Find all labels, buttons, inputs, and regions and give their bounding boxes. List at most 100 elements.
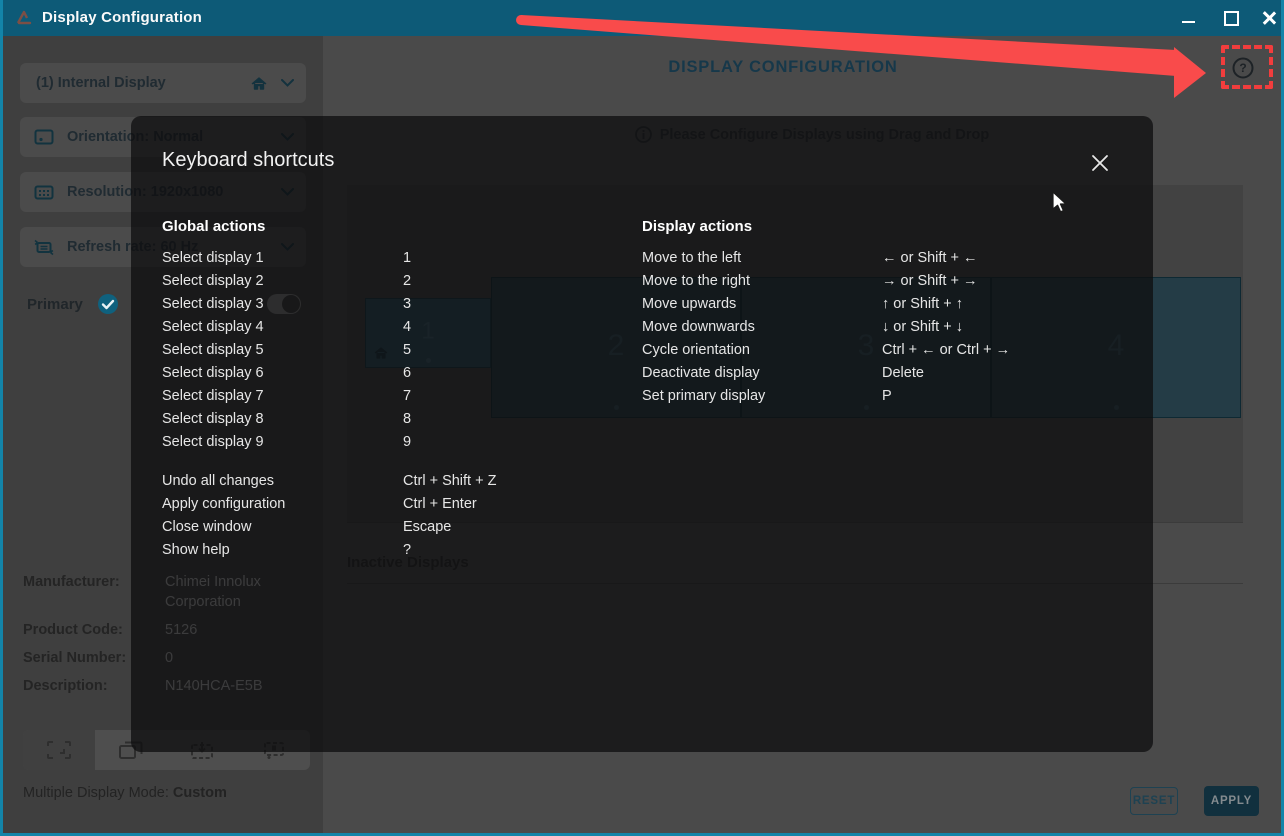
mode-custom-button[interactable] — [23, 730, 95, 770]
shortcut-action: Undo all changes — [162, 473, 275, 489]
shortcut-row: Cycle orientation Ctrl + ← or Ctrl + → — [642, 339, 1010, 362]
shortcut-action: Move to the left — [642, 250, 742, 266]
help-icon: ? — [1232, 57, 1254, 79]
primary-check-icon — [97, 294, 118, 314]
dialog-title: Keyboard shortcuts — [162, 149, 335, 171]
display-mode-text: Multiple Display Mode: — [23, 785, 173, 801]
shortcut-action: Cycle orientation — [642, 342, 750, 358]
shortcut-row: Deactivate display Delete — [642, 362, 1010, 385]
custom-mode-icon — [46, 741, 71, 759]
shortcut-key: ← or Shift + ← — [882, 250, 978, 266]
shortcut-row: Move upwards ↑ or Shift + ↑ — [642, 293, 1010, 316]
shortcut-row: Select display 1 1 — [162, 247, 496, 270]
shortcut-row: Select display 4 4 — [162, 316, 496, 339]
shortcut-key: Ctrl + Shift + Z — [403, 473, 497, 489]
shortcut-row: Select display 3 3 — [162, 293, 496, 316]
info-label: Serial Number: — [23, 650, 127, 666]
app-logo-icon — [16, 10, 32, 25]
global-actions-list: Select display 1 1 Select display 2 2 Se… — [162, 247, 496, 562]
shortcut-action: Show help — [162, 542, 230, 558]
help-button[interactable]: ? — [1232, 57, 1254, 79]
display-selector-label: (1) Internal Display — [36, 75, 166, 91]
shortcut-action: Select display 1 — [162, 250, 264, 266]
shortcut-key: → or Shift + → — [882, 273, 978, 289]
shortcut-row: Set primary display P — [642, 385, 1010, 408]
reset-button[interactable]: RESET — [1130, 787, 1178, 815]
svg-text:?: ? — [1239, 61, 1246, 75]
display-actions-list: Move to the left ← or Shift + ← Move to … — [642, 247, 1010, 408]
shortcut-row: Apply configuration Ctrl + Enter — [162, 493, 496, 516]
maximize-button[interactable] — [1214, 0, 1248, 36]
global-actions-column: Global actions Select display 1 1 Select… — [162, 216, 496, 562]
minimize-icon — [1181, 20, 1195, 24]
shortcut-key: Escape — [403, 519, 452, 535]
dialog-close-button[interactable] — [1091, 154, 1115, 178]
display-selector-dropdown[interactable]: (1) Internal Display — [20, 63, 306, 103]
shortcut-key: ↓ or Shift + ↓ — [882, 319, 963, 335]
shortcut-key: 4 — [403, 319, 412, 335]
shortcut-action: Select display 7 — [162, 388, 264, 404]
chevron-down-icon — [281, 79, 294, 87]
shortcut-action: Move downwards — [642, 319, 755, 335]
shortcut-row: Select display 8 8 — [162, 408, 496, 431]
shortcut-row: Select display 5 5 — [162, 339, 496, 362]
shortcut-key: P — [882, 388, 892, 404]
shortcut-action: Select display 4 — [162, 319, 264, 335]
shortcut-row: Undo all changes Ctrl + Shift + Z — [162, 470, 496, 493]
minimize-button[interactable] — [1171, 0, 1205, 36]
shortcut-row: Select display 9 9 — [162, 431, 496, 454]
home-icon — [251, 76, 267, 90]
shortcut-key: 6 — [403, 365, 412, 381]
resolution-icon — [34, 185, 54, 199]
close-icon — [1092, 155, 1108, 171]
close-icon — [1262, 11, 1276, 25]
close-window-button[interactable] — [1252, 0, 1284, 36]
shortcut-action: Select display 9 — [162, 434, 264, 450]
shortcut-action: Deactivate display — [642, 365, 760, 381]
shortcut-key: Ctrl + Enter — [403, 496, 477, 512]
shortcut-action: Select display 2 — [162, 273, 264, 289]
shortcut-key: 3 — [403, 296, 412, 312]
refresh-rate-icon — [34, 239, 54, 255]
shortcut-key: 8 — [403, 411, 412, 427]
apply-button[interactable]: APPLY — [1204, 786, 1259, 816]
shortcut-row: Select display 2 2 — [162, 270, 496, 293]
shortcut-row: Move to the right → or Shift + → — [642, 270, 1010, 293]
page-title: DISPLAY CONFIGURATION — [668, 58, 898, 76]
shortcut-key: 9 — [403, 434, 412, 450]
display-mode-value: Custom — [172, 785, 227, 801]
shortcut-key: 2 — [403, 273, 412, 289]
display-actions-heading: Display actions — [642, 218, 753, 235]
shortcut-key: Ctrl + ← or Ctrl + → — [882, 342, 1011, 358]
shortcut-row: Show help ? — [162, 539, 496, 562]
shortcut-key: Delete — [882, 365, 924, 381]
shortcut-action: Select display 6 — [162, 365, 264, 381]
window-title: Display Configuration — [42, 9, 203, 26]
info-label: Manufacturer: — [23, 574, 120, 590]
primary-label: Primary — [27, 295, 83, 313]
info-label: Description: — [23, 678, 108, 694]
shortcut-key: ↑ or Shift + ↑ — [882, 296, 963, 312]
shortcut-action: Set primary display — [642, 388, 766, 404]
info-label: Product Code: — [23, 622, 123, 638]
shortcut-key: 5 — [403, 342, 412, 358]
shortcut-row: Select display 7 7 — [162, 385, 496, 408]
title-bar: Display Configuration — [0, 0, 1284, 36]
maximize-icon — [1223, 10, 1239, 26]
shortcut-key: 7 — [403, 388, 412, 404]
global-actions-heading: Global actions — [162, 218, 266, 235]
shortcut-action: Close window — [162, 519, 252, 535]
display-mode-label: Multiple Display Mode: Custom — [23, 785, 227, 801]
shortcut-action: Apply configuration — [162, 496, 286, 512]
shortcut-row: Close window Escape — [162, 516, 496, 539]
shortcut-row: Move downwards ↓ or Shift + ↓ — [642, 316, 1010, 339]
shortcut-action: Move upwards — [642, 296, 737, 312]
shortcut-key: ? — [403, 542, 412, 558]
shortcut-action: Select display 3 — [162, 296, 264, 312]
display-actions-column: Display actions Move to the left ← or Sh… — [642, 216, 1010, 408]
shortcut-action: Select display 5 — [162, 342, 264, 358]
shortcut-row: Select display 6 6 — [162, 362, 496, 385]
shortcut-key: 1 — [403, 250, 412, 266]
shortcut-action: Select display 8 — [162, 411, 264, 427]
